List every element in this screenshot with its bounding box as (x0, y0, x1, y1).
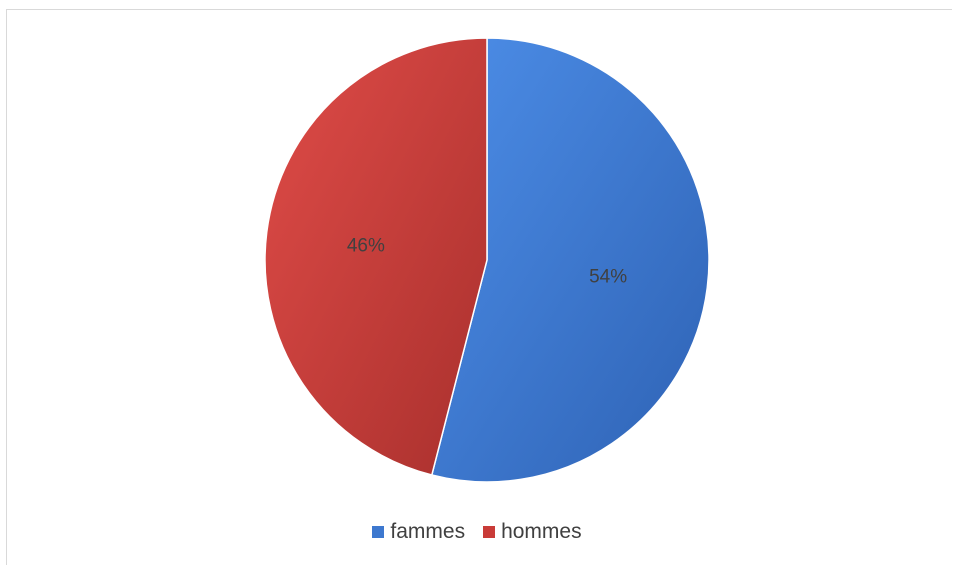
legend: fammes hommes (0, 520, 954, 544)
legend-label-hommes: hommes (501, 520, 582, 543)
legend-item-hommes[interactable]: hommes (483, 520, 582, 544)
data-label-fammes: 54% (589, 266, 627, 287)
data-label-hommes: 46% (347, 236, 385, 257)
pie-slice-hommes[interactable] (264, 37, 488, 476)
legend-swatch-hommes (483, 526, 496, 538)
legend-swatch-fammes (372, 526, 385, 538)
legend-item-fammes[interactable]: fammes (372, 520, 465, 544)
legend-label-fammes: fammes (390, 520, 466, 543)
pie-slice-fammes[interactable] (430, 37, 710, 483)
